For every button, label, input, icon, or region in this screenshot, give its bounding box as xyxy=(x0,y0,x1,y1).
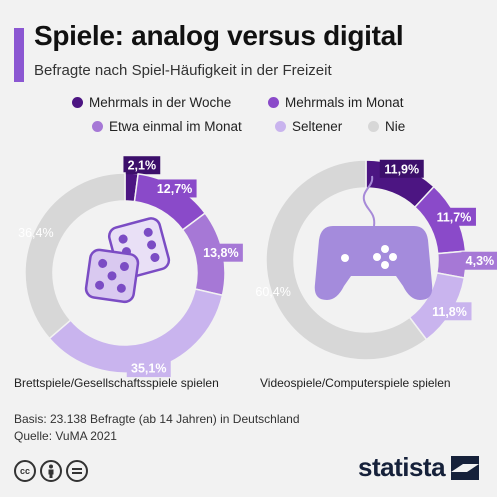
source-notes: Basis: 23.138 Befragte (ab 14 Jahren) in… xyxy=(14,411,300,445)
slice-label: 12,7% xyxy=(157,182,192,196)
basis-note: Basis: 23.138 Befragte (ab 14 Jahren) in… xyxy=(14,412,300,426)
slice-label-badge xyxy=(431,207,476,226)
title-accent-bar xyxy=(14,28,24,82)
legend-swatch xyxy=(268,97,279,108)
legend-label: Mehrmals in der Woche xyxy=(89,95,232,110)
slice-label-badge xyxy=(152,179,197,198)
legend-label: Seltener xyxy=(292,119,343,134)
legend-swatch xyxy=(275,121,286,132)
legend-label: Mehrmals im Monat xyxy=(285,95,404,110)
slice-label: 4,3% xyxy=(466,254,495,268)
statista-mark-icon xyxy=(451,455,480,480)
legend-item: Etwa einmal im Monat xyxy=(92,119,242,134)
slice-label-badge xyxy=(379,159,424,178)
license-icons: cc xyxy=(14,460,88,482)
legend-swatch xyxy=(72,97,83,108)
legend-label: Nie xyxy=(385,119,406,134)
chart-caption-videospiele: Videospiele/Computerspiele spielen xyxy=(260,376,451,390)
slice-label-badge xyxy=(427,302,472,321)
slice-label: 60,4% xyxy=(255,285,290,299)
slice-label-badge xyxy=(461,251,497,270)
page-title: Spiele: analog versus digital xyxy=(34,20,404,51)
slice-label: 2,1% xyxy=(128,159,157,173)
source-note: Quelle: VuMA 2021 xyxy=(14,429,117,443)
gamepad-icon xyxy=(314,175,433,300)
legend-swatch xyxy=(92,121,103,132)
dice-icon xyxy=(84,217,171,304)
legend-item: Mehrmals im Monat xyxy=(268,95,404,110)
nd-icon[interactable] xyxy=(66,460,88,482)
slice-label-badge xyxy=(123,156,161,175)
slice-label: 36,4% xyxy=(18,226,53,240)
legend-label: Etwa einmal im Monat xyxy=(109,119,242,134)
slice-label-badge xyxy=(126,359,171,378)
legend-item: Nie xyxy=(368,119,405,134)
donut-slice xyxy=(24,172,126,340)
slice-label: 35,1% xyxy=(131,362,166,376)
legend-item: Mehrmals in der Woche xyxy=(72,95,231,110)
by-icon[interactable] xyxy=(40,460,62,482)
cc-icon[interactable]: cc xyxy=(14,460,36,482)
donut-chart-brettspiele: 2,1%12,7% 13,8% 35,1% 36,4% xyxy=(18,156,243,378)
legend-swatch xyxy=(368,121,379,132)
legend-item: Seltener xyxy=(275,119,342,134)
slice-label: 11,8% xyxy=(432,305,467,319)
donut-slice xyxy=(265,159,428,361)
page-subtitle: Befragte nach Spiel-Häufigkeit in der Fr… xyxy=(34,62,332,79)
donut-chart-videospiele: 11,9% 11,7% 4,3% 11,8% 60,4% xyxy=(255,159,497,361)
slice-label: 11,7% xyxy=(437,210,472,224)
slice-label: 11,9% xyxy=(384,162,419,176)
statista-logo[interactable]: statista xyxy=(358,452,480,483)
slice-label-badge xyxy=(198,243,243,262)
slice-label: 13,8% xyxy=(203,246,238,260)
chart-caption-brettspiele: Brettspiele/Gesellschaftsspiele spielen xyxy=(14,376,219,390)
brand-name: statista xyxy=(358,452,446,482)
